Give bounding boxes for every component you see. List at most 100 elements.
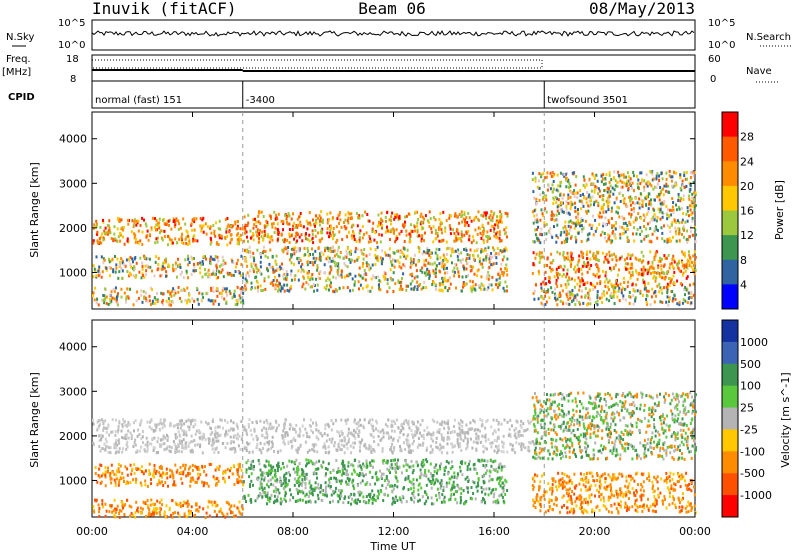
heatmap-cell: [341, 433, 344, 437]
heatmap-cell: [421, 419, 424, 422]
heatmap-cell: [369, 447, 372, 451]
heatmap-cell: [456, 254, 459, 258]
heatmap-cell: [634, 299, 637, 303]
heatmap-cell: [597, 201, 600, 205]
heatmap-cell: [198, 431, 201, 435]
heatmap-cell: [428, 249, 431, 252]
heatmap-cell: [450, 442, 453, 446]
heatmap-cell: [563, 210, 565, 214]
heatmap-cell: [111, 296, 114, 300]
heatmap-cell: [139, 224, 142, 227]
heatmap-cell: [487, 438, 490, 441]
heatmap-cell: [502, 273, 505, 277]
heatmap-cell: [233, 435, 236, 439]
heatmap-cell: [359, 423, 362, 427]
heatmap-cell: [325, 279, 328, 283]
heatmap-cell: [551, 268, 554, 272]
heatmap-cell: [114, 484, 117, 488]
heatmap-cell: [453, 274, 456, 278]
heatmap-cell: [153, 470, 156, 473]
heatmap-cell: [661, 237, 664, 241]
heatmap-cell: [582, 175, 585, 179]
heatmap-cell: [240, 513, 243, 516]
heatmap-cell: [582, 301, 585, 305]
heatmap-cell: [215, 513, 218, 517]
heatmap-cell: [332, 216, 334, 220]
heatmap-cell: [394, 215, 397, 219]
heatmap-cell: [269, 265, 272, 269]
y-tick-label: 3000: [59, 177, 87, 190]
heatmap-cell: [442, 210, 445, 214]
heatmap-cell: [280, 267, 283, 270]
heatmap-cell: [314, 228, 317, 232]
heatmap-cell: [186, 286, 189, 290]
heatmap-cell: [102, 294, 105, 297]
heatmap-cell: [392, 437, 395, 441]
heatmap-cell: [102, 298, 105, 302]
heatmap-cell: [316, 264, 319, 268]
heatmap-cell: [417, 437, 420, 440]
heatmap-cell: [593, 203, 595, 207]
heatmap-cell: [418, 247, 421, 250]
heatmap-cell: [678, 261, 681, 265]
heatmap-cell: [653, 270, 656, 274]
heatmap-cell: [129, 480, 132, 484]
heatmap-cell: [287, 442, 290, 445]
heatmap-cell: [538, 253, 541, 257]
heatmap-cell: [657, 192, 660, 196]
heatmap-cell: [663, 286, 665, 290]
heatmap-cell: [153, 274, 156, 278]
heatmap-cell: [163, 235, 166, 239]
heatmap-cell: [658, 271, 661, 275]
heatmap-cell: [459, 428, 462, 432]
heatmap-cell: [580, 224, 583, 228]
heatmap-cell: [588, 177, 591, 181]
heatmap-cell: [515, 436, 518, 440]
heatmap-cell: [159, 464, 162, 468]
heatmap-cell: [271, 265, 274, 269]
heatmap-cell: [505, 285, 508, 288]
heatmap-cell: [135, 223, 138, 227]
heatmap-cell: [627, 267, 630, 271]
heatmap-cell: [156, 236, 159, 240]
heatmap-cell: [196, 443, 199, 447]
heatmap-cell: [305, 431, 308, 435]
heatmap-cell: [296, 239, 299, 243]
heatmap-cell: [169, 291, 172, 295]
heatmap-cell: [565, 227, 567, 231]
heatmap-cell: [471, 280, 474, 284]
heatmap-cell: [196, 467, 199, 471]
heatmap-cell: [616, 185, 619, 188]
heatmap-cell: [492, 246, 494, 250]
heatmap-cell: [121, 261, 124, 265]
heatmap-cell: [464, 433, 466, 437]
heatmap-cell: [257, 214, 260, 218]
heatmap-cell: [247, 423, 250, 426]
nave-tick-bottom: 0: [710, 74, 716, 85]
heatmap-cell: [159, 418, 162, 422]
heatmap-cell: [679, 269, 682, 273]
heatmap-cell: [667, 253, 670, 257]
heatmap-cell: [500, 262, 503, 266]
heatmap-cell: [189, 449, 192, 453]
heatmap-cell: [636, 217, 638, 221]
heatmap-cell: [580, 240, 583, 243]
heatmap-cell: [269, 215, 272, 219]
heatmap-cell: [109, 474, 112, 478]
heatmap-cell: [640, 250, 643, 254]
heatmap-cell: [575, 240, 578, 244]
heatmap-cell: [213, 477, 216, 481]
heatmap-cell: [673, 260, 676, 264]
heatmap-cell: [502, 249, 505, 253]
heatmap-cell: [541, 303, 544, 307]
heatmap-cell: [173, 225, 176, 229]
heatmap-cell: [400, 449, 403, 453]
heatmap-cell: [94, 472, 97, 475]
heatmap-cell: [500, 449, 503, 453]
heatmap-cell: [363, 268, 366, 272]
heatmap-cell: [439, 443, 442, 447]
heatmap-cell: [239, 287, 242, 291]
heatmap-cell: [243, 445, 246, 449]
heatmap-cell: [465, 447, 468, 451]
heatmap-cell: [460, 289, 463, 293]
